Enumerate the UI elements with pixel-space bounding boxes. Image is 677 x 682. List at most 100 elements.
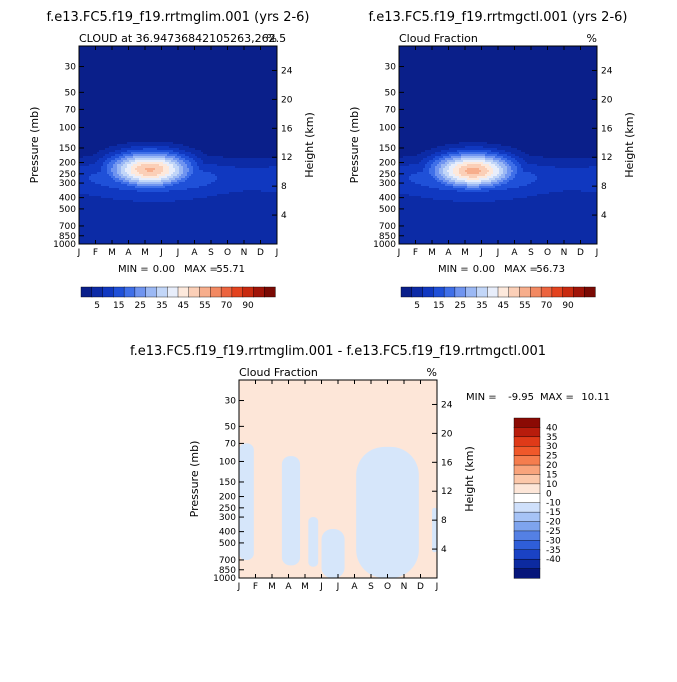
contour-cell — [123, 154, 134, 157]
contour-cell — [117, 160, 124, 163]
contour-cell — [521, 164, 538, 167]
contour-cell — [467, 164, 482, 167]
contour-cell — [465, 180, 482, 183]
contour-cell — [527, 162, 597, 165]
colorbar-swatch — [188, 286, 201, 298]
month-tick-label: J — [336, 582, 340, 592]
contour-cell — [455, 174, 462, 177]
month-tick-label: D — [417, 582, 424, 592]
panel-3-units: % — [427, 366, 437, 379]
contour-cell — [159, 176, 168, 179]
contour-cell — [131, 146, 170, 149]
contour-cell — [445, 178, 452, 181]
contour-cell — [461, 156, 486, 159]
colorbar-swatch — [123, 286, 136, 298]
contour-cell — [105, 154, 116, 157]
contour-cell — [169, 162, 176, 165]
pressure-tick-label: 850 — [379, 232, 396, 242]
contour-cell — [421, 184, 446, 187]
height-tick-label: 16 — [281, 124, 293, 134]
contour-cell — [171, 174, 178, 177]
contour-cell — [399, 228, 597, 231]
contour-cell — [519, 162, 528, 165]
height-tick-label: 4 — [601, 211, 607, 221]
month-tick-label: O — [384, 582, 391, 592]
contour-cell — [133, 176, 142, 179]
contour-cell — [511, 174, 516, 177]
contour-cell — [467, 184, 480, 187]
contour-cell — [589, 166, 597, 169]
contour-cell — [409, 178, 436, 181]
contour-cell — [125, 156, 134, 159]
contour-cell — [131, 170, 138, 173]
contour-cell — [501, 158, 508, 161]
contour-cell — [399, 160, 422, 163]
contour-cell — [79, 198, 114, 201]
contour-cell — [79, 144, 118, 147]
month-tick-label: J — [435, 582, 439, 592]
contour-cell — [199, 168, 277, 171]
contour-cell — [217, 176, 277, 179]
contour-cell — [525, 152, 597, 155]
contour-cell — [537, 178, 597, 181]
pressure-tick-label: 700 — [59, 222, 76, 232]
contour-cell — [493, 170, 500, 173]
contour-cell — [95, 182, 122, 185]
contour-cell — [455, 180, 466, 183]
contour-cell — [165, 160, 172, 163]
contour-cell — [465, 188, 482, 191]
colorbar-label: 10 — [546, 480, 558, 490]
contour-cell — [181, 156, 190, 159]
contour-cell — [417, 154, 432, 157]
contour-cell — [399, 74, 597, 77]
contour-cell — [399, 144, 446, 147]
contour-cell — [185, 158, 194, 161]
contour-cell — [481, 182, 492, 185]
colorbar-swatch — [220, 286, 233, 298]
contour-cell — [399, 52, 597, 55]
contour-cell — [93, 154, 106, 157]
contour-cell — [79, 116, 277, 119]
contour-cell — [79, 138, 277, 141]
month-tick-label: M — [428, 248, 436, 258]
contour-cell — [447, 152, 460, 155]
contour-cell — [399, 182, 416, 185]
contour-cell — [435, 160, 442, 163]
contour-cell — [127, 172, 132, 175]
contour-cell — [399, 190, 458, 193]
contour-cell — [135, 160, 166, 163]
contour-cell — [451, 156, 462, 159]
contour-cell — [501, 184, 528, 187]
contour-cell — [121, 148, 144, 151]
contour-cell — [491, 182, 500, 185]
contour-cell — [217, 194, 277, 197]
height-tick-label: 16 — [601, 124, 613, 134]
contour-cell — [175, 156, 182, 159]
contour-cell — [399, 188, 440, 191]
pressure-tick-label: 300 — [379, 179, 396, 189]
contour-cell — [399, 112, 597, 115]
pressure-tick-label: 1000 — [213, 574, 236, 584]
pressure-tick-label: 100 — [59, 123, 76, 133]
pressure-tick-label: 100 — [219, 457, 236, 467]
contour-cell — [199, 186, 277, 189]
contour-cell — [503, 180, 510, 183]
contour-cell — [103, 162, 110, 165]
contour-cell — [165, 158, 174, 161]
colorbar-label: 35 — [546, 433, 557, 443]
contour-cell — [79, 54, 277, 57]
contour-cell — [399, 68, 597, 71]
colorbar-swatch — [513, 568, 541, 579]
contour-cell — [127, 184, 138, 187]
contour-cell — [79, 228, 277, 231]
contour-cell — [107, 158, 116, 161]
contour-cell — [399, 108, 597, 111]
contour-cell — [399, 58, 597, 61]
contour-cell — [123, 160, 130, 163]
contour-cell — [399, 78, 597, 81]
contour-cell — [453, 184, 468, 187]
contour-cell — [163, 162, 170, 165]
colorbar-label: 55 — [519, 301, 530, 311]
contour-cell — [435, 174, 442, 177]
contour-cell — [399, 76, 597, 79]
